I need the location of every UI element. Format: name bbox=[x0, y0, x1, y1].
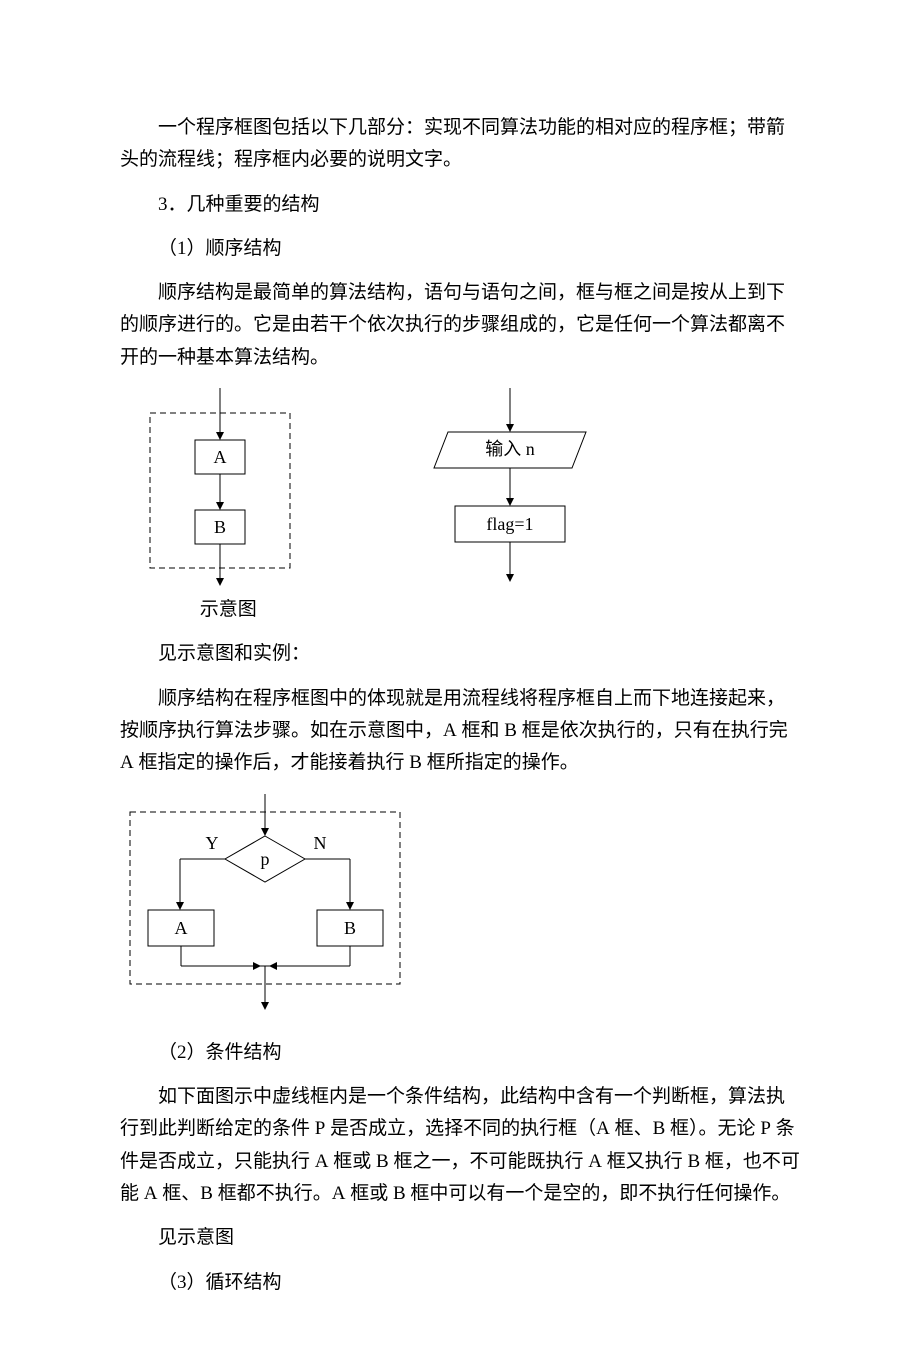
flag-label: flag=1 bbox=[486, 514, 533, 534]
paragraph-see-example: 见示意图和实例： bbox=[120, 638, 800, 670]
paragraph-intro: 一个程序框图包括以下几部分：实现不同算法功能的相对应的程序框；带箭头的流程线；程… bbox=[120, 112, 800, 177]
conditional-schematic-diagram: p Y N A B bbox=[120, 794, 420, 1014]
paragraph-cond-explain: 如下面图示中虚线框内是一个条件结构，此结构中含有一个判断框，算法执行到此判断给定… bbox=[120, 1081, 800, 1210]
paragraph-seq-explain: 顺序结构在程序框图中的体现就是用流程线将程序框自上而下地连接起来，按顺序执行算法… bbox=[120, 683, 800, 780]
box-a-label: A bbox=[214, 447, 227, 467]
no-label: N bbox=[314, 833, 327, 853]
subheading-1: （1）顺序结构 bbox=[120, 233, 800, 265]
diagram-caption-1: 示意图 bbox=[120, 594, 800, 626]
document-page: 一个程序框图包括以下几部分：实现不同算法功能的相对应的程序框；带箭头的流程线；程… bbox=[0, 0, 920, 1371]
box-b-label: B bbox=[214, 517, 226, 537]
branch-a-label: A bbox=[175, 918, 188, 938]
sequential-example-diagram: 输入 n flag=1 bbox=[400, 388, 620, 588]
input-n-label: 输入 n bbox=[485, 439, 535, 459]
decision-p-label: p bbox=[261, 849, 270, 869]
subheading-2: （2）条件结构 bbox=[120, 1037, 800, 1069]
branch-b-label: B bbox=[344, 918, 356, 938]
diagram-row-1: A B 输入 n bbox=[120, 388, 800, 626]
heading-3: 3．几种重要的结构 bbox=[120, 189, 800, 221]
paragraph-seq: 顺序结构是最简单的算法结构，语句与语句之间，框与框之间是按从上到下的顺序进行的。… bbox=[120, 277, 800, 374]
sequential-schematic-diagram: A B bbox=[120, 388, 320, 588]
conditional-diagram-block: p Y N A B bbox=[120, 794, 800, 1025]
subheading-3: （3）循环结构 bbox=[120, 1267, 800, 1299]
paragraph-see-schematic: 见示意图 bbox=[120, 1222, 800, 1254]
yes-label: Y bbox=[206, 833, 219, 853]
